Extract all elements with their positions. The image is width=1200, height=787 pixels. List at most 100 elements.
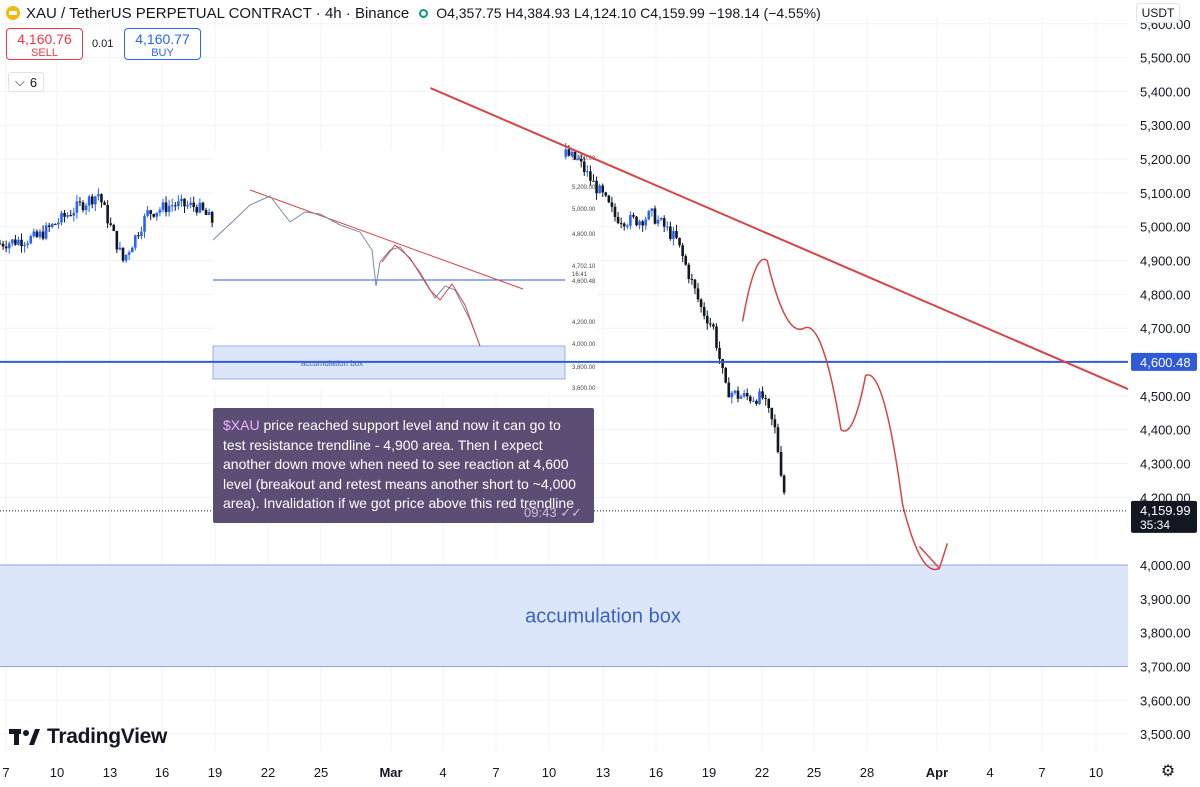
- candle-body: [662, 218, 666, 227]
- candle-body: [134, 235, 137, 248]
- indicators-count: 6: [29, 74, 38, 90]
- sell-button[interactable]: 4,160.76 SELL: [6, 28, 83, 60]
- inset-projection: [381, 244, 481, 347]
- currency-selector[interactable]: USDT: [1136, 3, 1180, 23]
- candle-body: [635, 216, 638, 226]
- ohlc-close: C4,159.99: [640, 5, 705, 21]
- candle-body: [656, 219, 660, 224]
- candle-body: [576, 158, 580, 160]
- candle-body: [210, 212, 214, 223]
- candle-body: [690, 278, 694, 280]
- indicators-toggle[interactable]: ⌵ 6: [8, 72, 45, 92]
- x-tick-label: 7: [1038, 765, 1045, 780]
- level-badge-text: 4,600.48: [1140, 355, 1191, 370]
- symbol-title[interactable]: XAU / TetherUS PERPETUAL CONTRACT · 4h ·…: [26, 4, 410, 22]
- candle-body: [180, 198, 183, 202]
- candle-body: [570, 151, 574, 156]
- candle-body: [573, 151, 577, 160]
- candle-body: [736, 390, 740, 399]
- candle-body: [616, 216, 620, 224]
- candle-body: [127, 252, 131, 255]
- y-tick-label: 3,700.00: [1140, 659, 1191, 674]
- candle-body: [115, 230, 119, 250]
- candle-body: [183, 198, 186, 207]
- candle-body: [20, 239, 23, 247]
- x-tick-label: 16: [155, 765, 169, 780]
- y-tick-label: 4,800.00: [1140, 287, 1191, 302]
- note-ticker: $XAU: [223, 417, 260, 433]
- inset-y-label: 4,800.00: [572, 232, 596, 238]
- candle-body: [607, 195, 611, 203]
- candle-body: [121, 247, 125, 261]
- candle-body: [161, 202, 165, 210]
- candle-body: [638, 221, 641, 226]
- y-tick-label: 5,300.00: [1140, 118, 1191, 133]
- candle-body: [739, 396, 743, 399]
- candle-body: [189, 202, 192, 206]
- candle-body: [761, 391, 764, 398]
- countdown-text: 35:34: [1140, 518, 1170, 532]
- candle-body: [158, 209, 162, 213]
- candle-body: [11, 239, 14, 244]
- candle-body: [204, 209, 208, 215]
- candle-body: [659, 218, 663, 220]
- candle-body: [727, 382, 731, 398]
- candle-body: [23, 244, 26, 247]
- sell-label: SELL: [31, 47, 58, 59]
- candle-body: [29, 236, 33, 244]
- candle-body: [90, 196, 94, 205]
- candle-body: [130, 247, 134, 253]
- tradingview-wordmark: TradingView: [47, 725, 168, 748]
- inset-y-label: 5,000.00: [572, 207, 596, 213]
- candle-body: [152, 214, 156, 217]
- chart-header: XAU / TetherUS PERPETUAL CONTRACT · 4h ·…: [6, 2, 821, 24]
- candle-body: [702, 306, 706, 316]
- resistance-trendline: [430, 87, 1129, 390]
- x-tick-label: 16: [649, 765, 663, 780]
- x-tick-label: 4: [986, 765, 993, 780]
- inset-y-label: 3,800.00: [572, 365, 596, 371]
- candle-body: [100, 194, 103, 203]
- chevron-down-icon: ⌵: [15, 74, 25, 89]
- candle-body: [619, 223, 623, 225]
- buy-button[interactable]: 4,160.77 BUY: [124, 28, 201, 60]
- inset-y-label: 4,702.10: [572, 264, 596, 270]
- candle-body: [755, 400, 758, 404]
- candle-body: [124, 254, 128, 261]
- inset-y-label: 4,000.00: [572, 342, 596, 348]
- candle-body: [586, 171, 589, 173]
- candle-body: [195, 206, 199, 213]
- inset-price-line: [212, 195, 481, 347]
- x-tick-label: 28: [860, 765, 874, 780]
- inset-y-label: 5,200.00: [572, 185, 596, 191]
- y-tick-label: 5,500.00: [1140, 51, 1191, 66]
- candle-body: [198, 202, 202, 213]
- candle-body: [149, 210, 152, 215]
- candle-body: [730, 392, 734, 398]
- candle-body: [112, 224, 116, 231]
- candle-body: [69, 215, 73, 217]
- inset-chart-snapshot: 5,400.005,200.005,000.004,800.004,702.10…: [212, 150, 597, 392]
- candle-body: [779, 451, 783, 476]
- candle-body: [579, 158, 583, 162]
- candle-body: [681, 245, 684, 257]
- candle-body: [644, 219, 648, 226]
- candle-body: [715, 326, 718, 348]
- candle-body: [629, 215, 632, 226]
- candle-body: [44, 225, 48, 239]
- candle-body: [650, 208, 654, 212]
- candle-body: [26, 243, 29, 245]
- y-tick-label: 5,100.00: [1140, 186, 1191, 201]
- candle-body: [170, 205, 174, 207]
- candle-body: [207, 212, 211, 215]
- candle-body: [758, 391, 761, 404]
- candle-body: [733, 390, 737, 393]
- y-tick-label: 3,800.00: [1140, 626, 1191, 641]
- time-axis: 7 10 13 16 19 22 25 Mar 4 7 10 13 16 19 22 25 28 Apr 4 7 10: [2, 765, 1103, 780]
- candle-body: [776, 427, 780, 452]
- x-tick-label: 22: [755, 765, 769, 780]
- candle-body: [17, 239, 20, 245]
- candle-body: [589, 171, 592, 181]
- gear-icon[interactable]: ⚙: [1160, 763, 1176, 780]
